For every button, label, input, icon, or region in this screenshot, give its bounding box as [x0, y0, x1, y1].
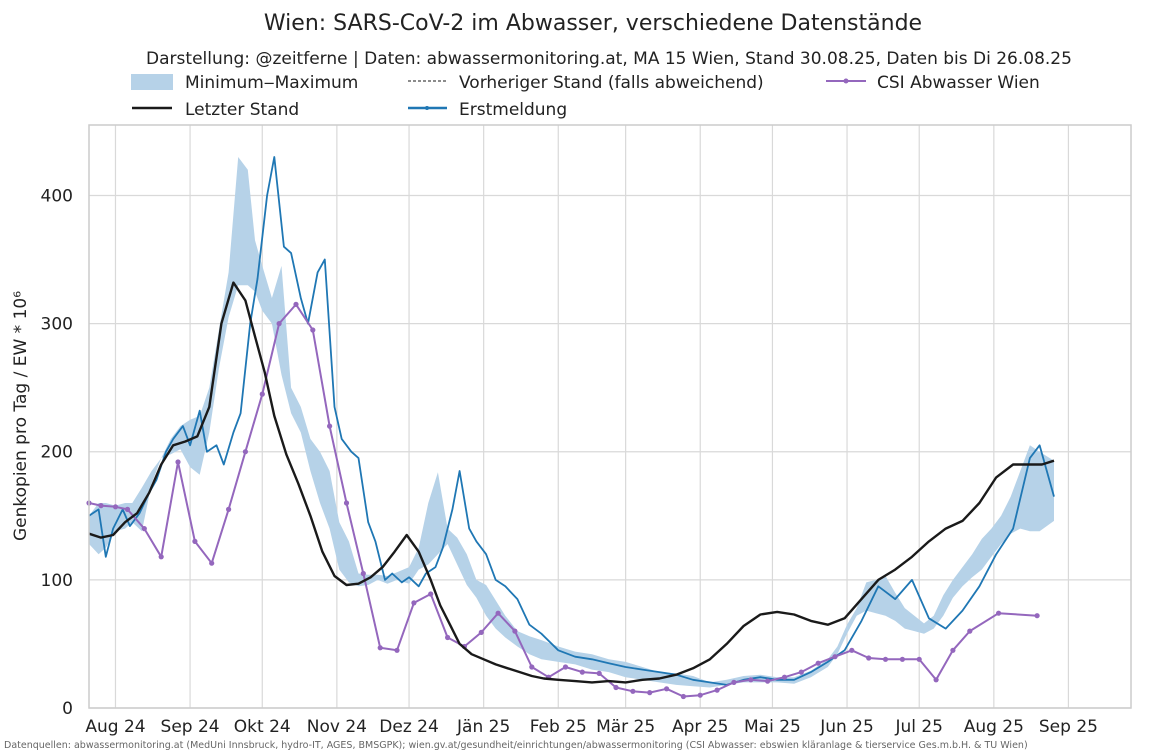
csi-point — [394, 647, 400, 653]
csi-point — [428, 591, 434, 597]
plot-series — [86, 156, 1055, 700]
y-tick-label: 100 — [41, 571, 73, 591]
csi-point — [849, 647, 855, 653]
csi-point — [798, 669, 804, 675]
csi-point — [630, 688, 636, 694]
x-tick-label: Jän 25 — [456, 717, 510, 737]
csi-point — [495, 610, 501, 616]
y-tick-label: 300 — [41, 315, 73, 335]
x-tick-label: Mär 25 — [596, 717, 655, 737]
csi-point — [748, 677, 754, 683]
csi-line — [88, 303, 1038, 698]
chart-title: Wien: SARS-CoV-2 im Abwasser, verschiede… — [264, 11, 922, 36]
csi-point — [343, 500, 350, 506]
csi-point — [714, 687, 720, 693]
csi-point — [664, 686, 670, 692]
csi-point — [226, 506, 232, 512]
plot-frame — [88, 124, 1132, 709]
csi-point — [579, 669, 585, 675]
csi-point — [98, 503, 104, 509]
csi-point — [141, 526, 147, 532]
csi-point — [596, 670, 602, 677]
csi-point — [124, 506, 131, 512]
csi-point — [882, 656, 889, 662]
csi-point — [916, 656, 922, 662]
x-tick-label: Jun 25 — [819, 717, 874, 737]
csi-point — [613, 684, 619, 691]
csi-point — [209, 560, 215, 566]
csi-point — [158, 554, 164, 560]
csi-point — [933, 677, 939, 683]
csi-point — [310, 327, 316, 333]
csi-point — [697, 692, 703, 698]
csi-point — [445, 634, 451, 641]
legend-label-vorheriger: Vorheriger Stand (falls abweichend) — [459, 73, 764, 93]
y-axis-label: Genkopien pro Tag / EW * 10⁶ — [11, 291, 31, 541]
csi-point — [175, 459, 181, 465]
x-tick-label: Sep 25 — [1039, 717, 1098, 737]
csi-point — [899, 656, 906, 662]
csi-point — [731, 679, 737, 686]
csi-point — [866, 655, 872, 661]
x-tick-label: Feb 25 — [530, 717, 587, 737]
csi-point — [562, 664, 569, 670]
x-axis-ticks: Aug 24 Sep 24 Okt 24 Nov 24 Dez 24 Jän 25 Feb … — [85, 717, 1098, 737]
erstmeldung-line — [88, 156, 1055, 686]
csi-point — [1034, 613, 1040, 619]
csi-point — [996, 610, 1002, 616]
csi-point — [377, 645, 383, 651]
csi-point — [360, 570, 366, 577]
legend-marker-csi — [843, 78, 849, 84]
letzter-stand-line — [88, 281, 1055, 684]
legend-label-csi: CSI Abwasser Wien — [877, 73, 1040, 93]
csi-point — [478, 629, 484, 636]
csi-point — [411, 600, 417, 606]
csi-point — [293, 301, 299, 307]
x-tick-label: Aug 25 — [964, 717, 1024, 737]
csi-point — [967, 628, 973, 634]
csi-point — [815, 660, 821, 666]
x-tick-label: Jul 25 — [894, 717, 943, 737]
legend-label-letzter: Letzter Stand — [185, 100, 299, 120]
csi-point — [647, 690, 653, 696]
csi-point — [765, 678, 771, 684]
y-tick-label: 200 — [41, 443, 73, 463]
legend: Minimum‒Maximum Vorheriger Stand (falls … — [131, 73, 1040, 120]
csi-point — [950, 647, 956, 653]
y-axis-ticks: 0 100 200 300 400 — [41, 186, 73, 719]
csi-point — [259, 391, 265, 397]
x-tick-label: Okt 24 — [234, 717, 291, 737]
csi-point — [529, 664, 535, 670]
x-tick-label: Nov 24 — [307, 717, 367, 737]
csi-point — [832, 654, 838, 660]
x-tick-label: Mai 25 — [744, 717, 801, 737]
chart-subtitle: Darstellung: @zeitferne | Daten: abwasse… — [146, 49, 1072, 69]
legend-label-erstmeldung: Erstmeldung — [459, 100, 567, 120]
csi-point — [512, 628, 518, 634]
x-tick-label: Apr 25 — [672, 717, 728, 737]
csi-point — [680, 693, 687, 700]
legend-marker-erstmeldung — [425, 106, 429, 110]
y-tick-label: 0 — [62, 699, 73, 719]
csi-point — [781, 674, 788, 680]
csi-point — [242, 449, 248, 455]
x-tick-label: Dez 24 — [379, 717, 439, 737]
csi-point — [192, 538, 198, 545]
csi-point — [327, 423, 333, 429]
source-note: Datenquellen: abwassermonitoring.at (Med… — [4, 740, 1028, 751]
csi-point — [112, 504, 119, 510]
x-tick-label: Aug 24 — [85, 717, 145, 737]
csi-point — [276, 321, 282, 327]
x-tick-label: Sep 24 — [161, 717, 220, 737]
y-tick-label: 400 — [41, 186, 73, 206]
legend-label-minmax: Minimum‒Maximum — [185, 73, 358, 93]
legend-swatch-minmax — [131, 74, 173, 90]
